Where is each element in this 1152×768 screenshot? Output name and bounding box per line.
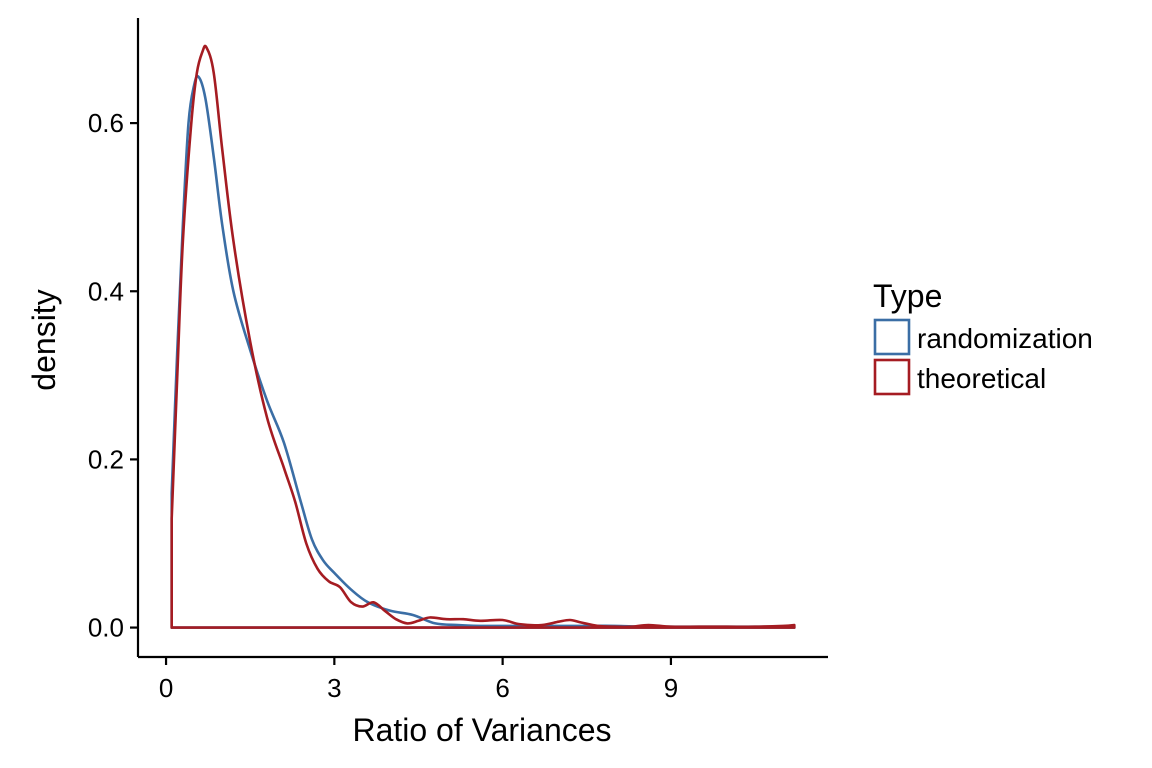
y-tick-label: 0.6: [88, 108, 124, 138]
y-tick-label: 0.2: [88, 444, 124, 474]
legend: Type randomization theoretical: [873, 278, 1093, 396]
x-tick-label: 0: [159, 673, 173, 703]
legend-title: Type: [873, 278, 942, 314]
density-curve-randomization: [170, 74, 796, 629]
legend-key-randomization: [873, 318, 911, 356]
legend-key-theoretical: [873, 358, 911, 396]
plot-area: [170, 44, 796, 629]
legend-label-randomization: randomization: [917, 323, 1093, 354]
x-tick-label: 3: [327, 673, 341, 703]
x-axis-title: Ratio of Variances: [352, 712, 611, 748]
density-curve-theoretical: [170, 44, 796, 629]
x-tick-label: 9: [664, 673, 678, 703]
y-tick-label: 0.0: [88, 613, 124, 643]
axes: 0 3 6 9 0.0 0.2 0.4 0.6: [88, 18, 828, 703]
legend-label-theoretical: theoretical: [917, 363, 1046, 394]
y-axis-title: density: [26, 289, 62, 390]
x-tick-label: 6: [495, 673, 509, 703]
y-tick-label: 0.4: [88, 276, 124, 306]
